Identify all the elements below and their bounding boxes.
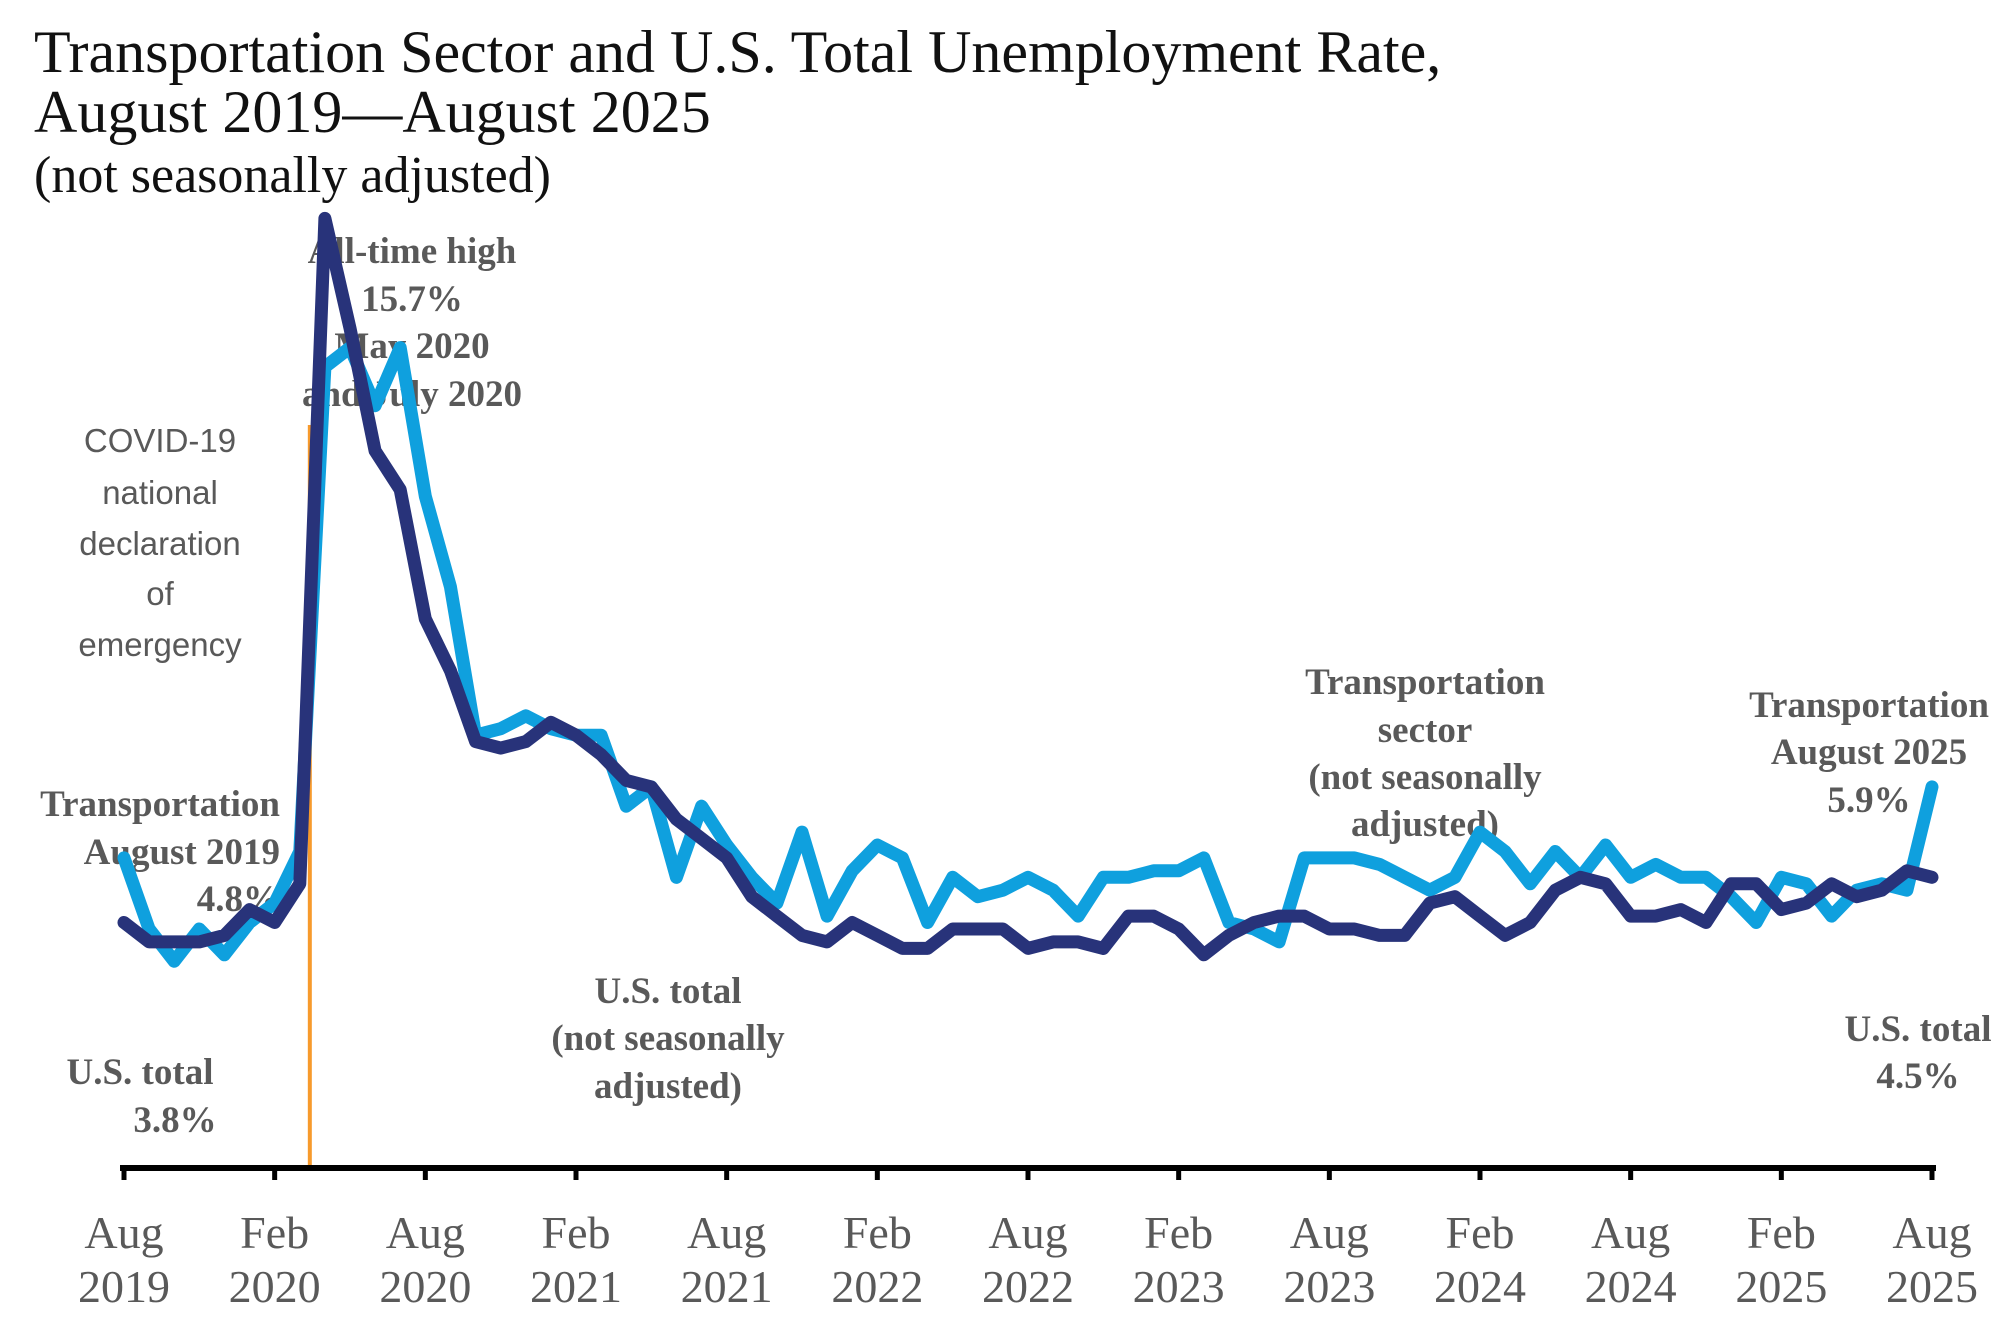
x-tick-label-year: 2021	[530, 1261, 622, 1312]
series-line-us-total	[117, 211, 1939, 962]
event-marker-label-line: COVID-19	[84, 422, 236, 459]
x-axis-ticks: Aug2019Feb2020Aug2020Feb2021Aug2021Feb20…	[78, 1168, 1978, 1312]
x-tick-label-year: 2022	[982, 1261, 1074, 1312]
annotation-line: Transportation	[40, 784, 280, 825]
x-tick-label-month: Aug	[1290, 1207, 1369, 1258]
annotation-line: Transportation	[1305, 662, 1545, 703]
event-marker-label-line: declaration	[79, 525, 240, 562]
event-marker-label-line: national	[102, 474, 218, 511]
annotation-line: U.S. total	[1845, 1009, 1992, 1050]
x-tick-label-month: Feb	[1144, 1207, 1213, 1258]
x-tick-label-month: Aug	[386, 1207, 465, 1258]
x-tick-label-month: Feb	[843, 1207, 912, 1258]
x-tick-label-month: Aug	[84, 1207, 163, 1258]
annotation-transport-start: Transportation August 2019 4.8%	[40, 784, 280, 920]
annotation-line: August 2019	[84, 832, 280, 873]
x-tick-label-year: 2021	[681, 1261, 773, 1312]
annotation-line: sector	[1378, 710, 1473, 751]
x-tick-label-month: Feb	[1747, 1207, 1816, 1258]
x-tick-label-month: Aug	[988, 1207, 1067, 1258]
annotation-line: (not seasonally	[1308, 757, 1542, 798]
x-tick-label-year: 2020	[379, 1261, 471, 1312]
chart-subtitle: (not seasonally adjusted)	[34, 147, 551, 204]
chart-title: Transportation Sector and U.S. Total Une…	[34, 22, 1634, 204]
annotation-transport-mid: Transportation sector (not seasonally ad…	[1305, 662, 1545, 845]
chart-title-line-2: August 2019—August 2025	[34, 79, 711, 145]
x-tick-label-month: Feb	[542, 1207, 611, 1258]
annotation-line: All-time high	[308, 231, 517, 272]
x-tick-label-month: Aug	[687, 1207, 766, 1258]
x-tick-label-year: 2020	[229, 1261, 321, 1312]
x-tick-label-year: 2024	[1434, 1261, 1526, 1312]
annotation-line: 5.9%	[1827, 780, 1910, 821]
event-marker-label-line: of	[146, 575, 174, 612]
annotation-line: August 2025	[1771, 732, 1967, 773]
x-tick-label-month: Feb	[1446, 1207, 1515, 1258]
x-tick-label-year: 2025	[1886, 1261, 1978, 1312]
annotation-total-end: U.S. total 4.5%	[1845, 1009, 1992, 1097]
event-marker-label-line: emergency	[78, 626, 242, 663]
series-line-transportation	[117, 341, 1939, 968]
x-tick-label-month: Feb	[240, 1207, 309, 1258]
annotation-transport-end: Transportation August 2025 5.9%	[1749, 685, 1989, 821]
annotation-line: Transportation	[1749, 685, 1989, 726]
event-marker-label: COVID-19 national declaration of emergen…	[78, 422, 242, 663]
x-tick-label-year: 2019	[78, 1261, 170, 1312]
annotation-line: U.S. total	[595, 971, 742, 1012]
annotation-line: 4.5%	[1876, 1056, 1959, 1097]
annotation-line: 3.8%	[133, 1100, 216, 1141]
series-layer	[117, 211, 1939, 968]
x-tick-label-month: Aug	[1591, 1207, 1670, 1258]
annotation-line: 15.7%	[361, 279, 463, 320]
annotation-total-start: U.S. total 3.8%	[67, 1052, 217, 1141]
x-tick-label-year: 2023	[1133, 1261, 1225, 1312]
annotation-line: U.S. total	[67, 1052, 214, 1093]
x-tick-label-year: 2023	[1283, 1261, 1375, 1312]
x-tick-label-month: Aug	[1892, 1207, 1971, 1258]
x-tick-label-year: 2025	[1735, 1261, 1827, 1312]
annotation-line: (not seasonally	[551, 1018, 785, 1059]
x-tick-label-year: 2022	[831, 1261, 923, 1312]
annotation-total-mid: U.S. total (not seasonally adjusted)	[551, 971, 785, 1107]
annotation-line: adjusted)	[594, 1066, 742, 1107]
x-tick-label-year: 2024	[1585, 1261, 1677, 1312]
chart-title-line-1: Transportation Sector and U.S. Total Une…	[34, 19, 1442, 85]
